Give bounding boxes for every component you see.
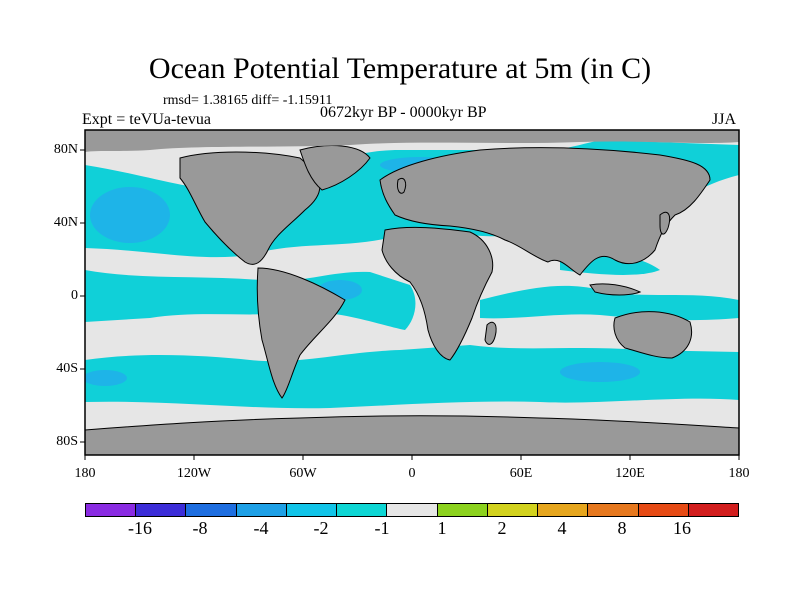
colorbar-swatch (638, 504, 689, 516)
lon-label-60w: 60W (289, 466, 317, 481)
colorbar-swatch (186, 504, 237, 516)
lon-label-60e: 60E (509, 466, 533, 481)
land-masses (85, 130, 739, 455)
axis-ticks (80, 149, 740, 460)
experiment-label: Expt = teVUa-tevua (82, 111, 211, 128)
colorbar-swatch (286, 504, 338, 516)
colorbar-label: -1 (374, 518, 390, 538)
lat-label-40s: 40S (56, 361, 78, 376)
lon-label-0: 0 (408, 466, 416, 481)
colorbar-swatch (337, 504, 388, 516)
colorbar-label: -2 (313, 518, 329, 538)
lon-label-120e: 120E (615, 466, 645, 481)
lon-label-180-west: 180 (74, 466, 96, 481)
colorbar-swatch (487, 504, 539, 516)
colorbar-label: -8 (192, 518, 208, 538)
lat-label-80s: 80S (56, 434, 78, 449)
stats-text: rmsd= 1.38165 diff= -1.15911 (163, 93, 333, 108)
colorbar-label: 4 (557, 518, 567, 538)
lon-label-180-east: 180 (728, 466, 750, 481)
lat-label-40n: 40N (53, 215, 78, 230)
colorbar-swatch (688, 504, 739, 516)
colorbar-label: 1 (437, 518, 447, 538)
lat-label-80n: 80N (53, 142, 78, 157)
colorbar-swatch (437, 504, 488, 516)
colorbar-swatch (538, 504, 589, 516)
lon-label-120w: 120W (176, 466, 212, 481)
colorbar-swatch (86, 504, 137, 516)
colorbar-swatch (236, 504, 287, 516)
colorbar-swatch (588, 504, 639, 516)
colorbar-label: 16 (673, 518, 691, 538)
lat-label-0: 0 (71, 288, 78, 303)
colorbar-swatch (136, 504, 187, 516)
colorbar (85, 503, 739, 517)
map-title: Ocean Potential Temperature at 5m (in C) (148, 52, 652, 85)
colorbar-swatch (387, 504, 438, 516)
colorbar-label: -4 (253, 518, 269, 538)
colorbar-label: 8 (617, 518, 627, 538)
colorbar-label: 2 (497, 518, 507, 538)
period-label: 0672kyr BP - 0000kyr BP (320, 104, 487, 121)
colorbar-label: -16 (128, 518, 152, 538)
season-label: JJA (712, 111, 737, 128)
